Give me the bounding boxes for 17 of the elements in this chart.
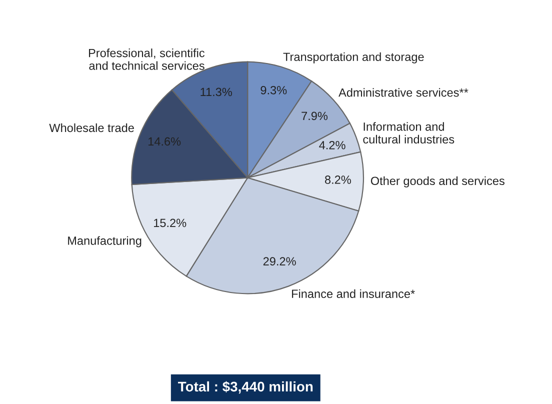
data-label: 9.3% — [260, 86, 287, 94]
slice-label: Finance and insurance* — [292, 289, 415, 298]
slice-label: Other goods and services — [370, 176, 504, 188]
slice-label: Wholesale trade — [49, 123, 134, 132]
data-label: 15.2% — [154, 218, 186, 228]
slice-label: Manufacturing — [68, 236, 142, 248]
slice-label: Administrative services** — [338, 88, 468, 97]
data-label: 4.2% — [319, 140, 346, 150]
data-label: 8.2% — [325, 176, 351, 184]
text: Total : $3,440 million — [178, 381, 313, 394]
slice-label: Information and cultural industries — [363, 122, 454, 144]
data-label: 29.2% — [263, 257, 296, 266]
slice-label: Professional, scientific and technical services — [89, 48, 205, 70]
data-label: 14.6% — [148, 137, 181, 146]
data-label: 7.9% — [302, 112, 328, 120]
data-label: 11.3% — [200, 88, 232, 96]
slice-label: Transportation and storage — [283, 52, 424, 64]
